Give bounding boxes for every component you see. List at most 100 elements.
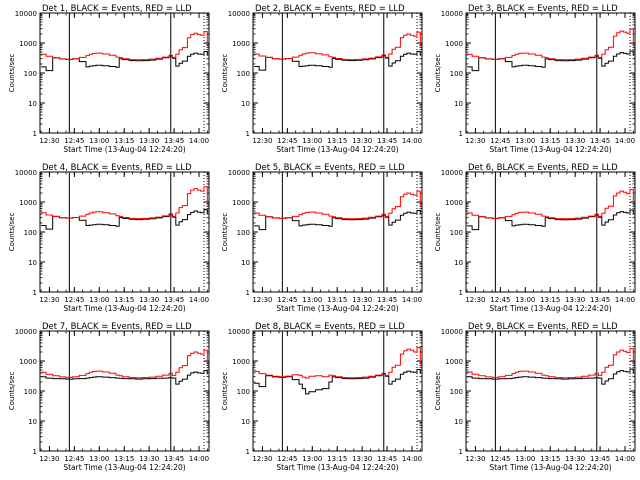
y-tick-label: 10000 (15, 169, 37, 177)
y-axis-label: Counts/sec (434, 54, 442, 93)
plot-frame (465, 171, 636, 293)
x-tick-label: 13:30 (352, 137, 372, 145)
x-tick-label: 13:45 (377, 455, 397, 463)
x-tick-label: 13:45 (590, 455, 610, 463)
plot-frame (252, 171, 423, 293)
x-tick-label: 13:30 (565, 296, 585, 304)
x-tick-label: 12:30 (252, 137, 272, 145)
x-tick-label: 12:45 (277, 296, 297, 304)
series-events-line (467, 209, 634, 231)
series-lld-line (254, 190, 421, 220)
x-tick-label: 12:45 (64, 296, 84, 304)
y-tick-label: 1000 (445, 199, 463, 207)
y-tick-label: 1 (459, 130, 463, 138)
plot-frame (39, 171, 210, 293)
panel-title: Det 2, BLACK = Events, RED = LLD (255, 4, 405, 14)
x-tick-label: 13:45 (590, 137, 610, 145)
series-lld-line (41, 31, 208, 61)
y-axis-label: Counts/sec (221, 372, 229, 411)
y-tick-label: 1000 (19, 40, 37, 48)
y-axis-label: Counts/sec (221, 54, 229, 93)
plot-frame (39, 12, 210, 134)
x-tick-label: 13:15 (327, 296, 347, 304)
plot-frame (39, 330, 210, 452)
panel-title: Det 3, BLACK = Events, RED = LLD (468, 4, 618, 14)
x-tick-label: 14:00 (189, 455, 209, 463)
y-tick-label: 100 (237, 70, 250, 78)
y-tick-label: 100 (450, 229, 463, 237)
y-axis-label: Counts/sec (434, 213, 442, 252)
x-tick-label: 14:00 (402, 137, 422, 145)
x-tick-label: 12:30 (39, 296, 59, 304)
x-axis-label: Start Time (13-Aug-04 12:24:20) (63, 304, 185, 313)
x-axis-label: Start Time (13-Aug-04 12:24:20) (489, 463, 611, 472)
y-tick-label: 10 (454, 100, 463, 108)
detector-panel: Det 4, BLACK = Events, RED = LLD 1 10 100 10… (8, 163, 210, 313)
y-tick-label: 1000 (232, 199, 250, 207)
detector-panel: Det 6, BLACK = Events, RED = LLD 1 10 100 10… (434, 163, 636, 313)
x-tick-label: 13:45 (590, 296, 610, 304)
x-axis-label: Start Time (13-Aug-04 12:24:20) (276, 304, 398, 313)
plot-frame (252, 12, 423, 134)
x-tick-label: 14:00 (402, 296, 422, 304)
panel-title: Det 1, BLACK = Events, RED = LLD (42, 4, 192, 14)
y-tick-label: 1000 (19, 358, 37, 366)
x-tick-label: 14:00 (402, 455, 422, 463)
x-axis-label: Start Time (13-Aug-04 12:24:20) (276, 145, 398, 154)
y-tick-label: 10000 (228, 169, 250, 177)
x-tick-label: 14:00 (189, 137, 209, 145)
x-tick-label: 13:45 (164, 296, 184, 304)
detector-panel: Det 8, BLACK = Events, RED = LLD 1 10 100 10… (221, 322, 423, 472)
y-tick-label: 1000 (232, 40, 250, 48)
y-tick-label: 100 (237, 388, 250, 396)
y-tick-label: 100 (24, 388, 37, 396)
y-axis-label: Counts/sec (8, 54, 16, 93)
x-tick-label: 12:45 (64, 137, 84, 145)
detector-panel: Det 1, BLACK = Events, RED = LLD 1 10 100 10… (8, 4, 210, 154)
series-events-line (254, 369, 421, 395)
series-events-line (467, 368, 634, 385)
x-tick-label: 13:30 (139, 296, 159, 304)
y-tick-label: 100 (237, 229, 250, 237)
y-tick-label: 10000 (15, 10, 37, 18)
x-axis-label: Start Time (13-Aug-04 12:24:20) (63, 145, 185, 154)
x-axis-label: Start Time (13-Aug-04 12:24:20) (489, 145, 611, 154)
x-tick-label: 12:45 (64, 455, 84, 463)
x-tick-label: 13:45 (164, 455, 184, 463)
y-tick-label: 1 (246, 448, 250, 456)
x-tick-label: 13:15 (327, 137, 347, 145)
x-tick-label: 12:45 (277, 137, 297, 145)
series-events-line (254, 51, 421, 71)
x-tick-label: 13:15 (114, 137, 134, 145)
x-tick-label: 13:00 (515, 296, 535, 304)
detector-panel: Det 2, BLACK = Events, RED = LLD 1 10 100 10… (221, 4, 423, 154)
detector-panel: Det 9, BLACK = Events, RED = LLD 1 10 100 10… (434, 322, 636, 472)
x-tick-label: 13:30 (565, 137, 585, 145)
plot-frame (252, 330, 423, 452)
y-tick-label: 100 (450, 388, 463, 396)
series-events-line (41, 51, 208, 72)
series-events-line (41, 209, 208, 230)
y-tick-label: 10 (454, 259, 463, 267)
panel-title: Det 7, BLACK = Events, RED = LLD (42, 322, 192, 332)
y-tick-label: 10 (28, 418, 37, 426)
y-tick-label: 10 (454, 418, 463, 426)
y-axis-label: Counts/sec (8, 213, 16, 252)
plot-frame (465, 330, 636, 452)
x-tick-label: 12:30 (465, 137, 485, 145)
x-tick-label: 13:15 (114, 296, 134, 304)
y-tick-label: 1 (246, 289, 250, 297)
panel-title: Det 4, BLACK = Events, RED = LLD (42, 163, 192, 173)
x-tick-label: 13:45 (164, 137, 184, 145)
y-tick-label: 10 (241, 259, 250, 267)
x-tick-label: 14:00 (615, 455, 635, 463)
series-lld-line (467, 28, 634, 61)
x-tick-label: 13:30 (352, 455, 372, 463)
x-tick-label: 12:45 (490, 137, 510, 145)
series-lld-line (41, 349, 208, 379)
y-tick-label: 10 (28, 259, 37, 267)
y-tick-label: 10000 (441, 169, 463, 177)
y-tick-label: 1 (33, 448, 37, 456)
x-tick-label: 13:30 (139, 137, 159, 145)
x-axis-label: Start Time (13-Aug-04 12:24:20) (276, 463, 398, 472)
